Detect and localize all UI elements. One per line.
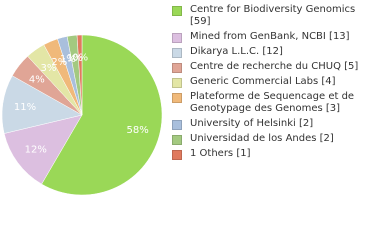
pie-slice [76, 34, 83, 116]
slice-label: 1% [67, 53, 83, 64]
legend-item: Mined from GenBank, NCBI [13] [172, 31, 377, 43]
legend-label: Dikarya L.L.C. [12] [190, 46, 283, 57]
legend-label: Universidad de los Andes [2] [190, 133, 334, 144]
legend-swatch [172, 120, 182, 130]
legend-swatch [172, 33, 182, 43]
slice-label: 12% [25, 144, 47, 155]
pie-slice [3, 114, 83, 185]
legend-swatch [172, 78, 182, 88]
legend-label: Centre for Biodiversity Genomics [59] [190, 4, 356, 27]
legend-label: Generic Commercial Labs [4] [190, 76, 336, 87]
legend-item: Centre de recherche du CHUQ [5] [172, 61, 377, 73]
legend-swatch [172, 48, 182, 58]
slice-label: 0% [72, 52, 88, 63]
legend-item: Plateforme de Sequencage et de Genotypag… [172, 91, 377, 115]
slice-label: 4% [29, 74, 45, 85]
legend-swatch [172, 150, 182, 160]
legend-label: University of Helsinki [2] [190, 118, 314, 129]
legend-swatch [172, 63, 182, 73]
legend-item: 1 Others [1] [172, 148, 377, 160]
slice-label: 11% [14, 102, 36, 113]
pie: 58% 12% 11% 4%3%2%1%1%0% [1, 34, 163, 196]
legend-swatch [172, 6, 182, 16]
pie-slice [41, 34, 163, 196]
legend-swatch [172, 93, 182, 103]
slice-label: 1% [60, 54, 76, 65]
legend-item: University of Helsinki [2] [172, 118, 377, 130]
legend: Centre for Biodiversity Genomics [59] Min… [172, 4, 377, 163]
legend-swatch [172, 135, 182, 145]
legend-item: Universidad de los Andes [2] [172, 133, 377, 145]
legend-label: 1 Others [1] [190, 148, 251, 159]
slice-label: 58% [126, 125, 148, 136]
legend-item: Centre for Biodiversity Genomics [59] [172, 4, 377, 28]
legend-item: Dikarya L.L.C. [12] [172, 46, 377, 58]
slice-label: 2% [51, 57, 67, 68]
legend-label: Mined from GenBank, NCBI [13] [190, 31, 350, 42]
slice-label: 3% [40, 63, 56, 74]
legend-label: Centre de recherche du CHUQ [5] [190, 61, 359, 72]
legend-item: Generic Commercial Labs [4] [172, 76, 377, 88]
legend-label: Plateforme de Sequencage et de Genotypag… [190, 91, 355, 114]
pie-slice [1, 75, 83, 134]
